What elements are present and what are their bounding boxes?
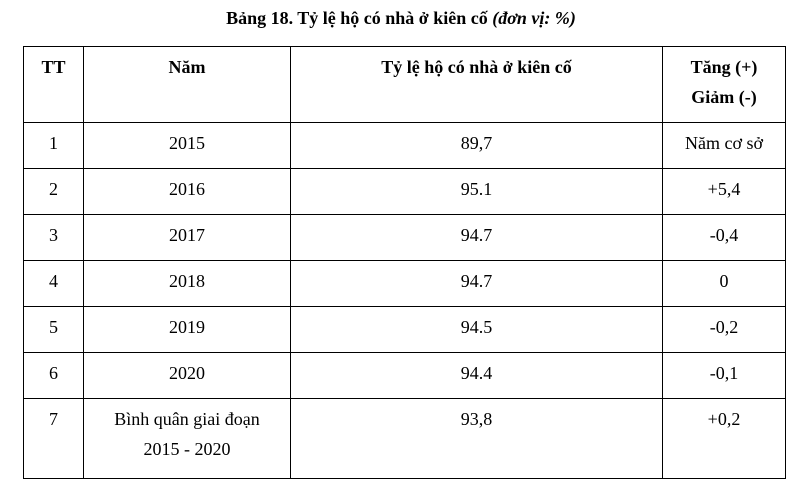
table-cell: +0,2 bbox=[662, 398, 786, 479]
header-cell: TT bbox=[23, 46, 84, 123]
table-cell: 7 bbox=[23, 398, 84, 479]
header-cell: Năm bbox=[83, 46, 291, 123]
table-cell: 94.5 bbox=[290, 306, 663, 353]
title-unit: (đơn vị: %) bbox=[492, 8, 576, 28]
table-cell: 93,8 bbox=[290, 398, 663, 479]
cell-line: 2015 - 2020 bbox=[143, 439, 231, 459]
table-title: Bảng 18. Tỷ lệ hộ có nhà ở kiên cố (đơn … bbox=[0, 8, 802, 29]
table-cell: -0,1 bbox=[662, 352, 786, 399]
table-cell: 2020 bbox=[83, 352, 291, 399]
header-cell: Tỷ lệ hộ có nhà ở kiên cố bbox=[290, 46, 663, 123]
table-cell: 1 bbox=[23, 122, 84, 169]
cell-line: Giảm (-) bbox=[691, 87, 757, 107]
table-cell: 0 bbox=[662, 260, 786, 307]
table-row: 7 Bình quân giai đoạn 2015 - 2020 93,8 +0,2 bbox=[23, 398, 786, 479]
table-cell: 6 bbox=[23, 352, 84, 399]
table-cell: 2019 bbox=[83, 306, 291, 353]
table-cell: 94.4 bbox=[290, 352, 663, 399]
table-cell: 4 bbox=[23, 260, 84, 307]
table-cell: 2017 bbox=[83, 214, 291, 261]
table-cell: 2 bbox=[23, 168, 84, 215]
table-cell: 2018 bbox=[83, 260, 291, 307]
table-cell: 3 bbox=[23, 214, 84, 261]
data-table: TT Năm Tỷ lệ hộ có nhà ở kiên cố Tăng (+) Gi… bbox=[23, 46, 786, 479]
table-cell: 2015 bbox=[83, 122, 291, 169]
table-body: 1 2015 89,7 Năm cơ sở 2 2016 95.1 +5,4 3 2017 94.7… bbox=[23, 122, 786, 479]
header-cell: Tăng (+) Giảm (-) bbox=[662, 46, 786, 123]
header-row: TT Năm Tỷ lệ hộ có nhà ở kiên cố Tăng (+) Gi… bbox=[23, 46, 786, 123]
table-row: 4 2018 94.7 0 bbox=[23, 260, 786, 307]
table-cell: 94.7 bbox=[290, 260, 663, 307]
table-row: 5 2019 94.5 -0,2 bbox=[23, 306, 786, 353]
table-cell: 2016 bbox=[83, 168, 291, 215]
cell-line: Tăng (+) bbox=[690, 57, 758, 77]
table-cell: 95.1 bbox=[290, 168, 663, 215]
table-cell: +5,4 bbox=[662, 168, 786, 215]
table-cell: -0,2 bbox=[662, 306, 786, 353]
table-cell: 94.7 bbox=[290, 214, 663, 261]
table-cell: 89,7 bbox=[290, 122, 663, 169]
table-row: 1 2015 89,7 Năm cơ sở bbox=[23, 122, 786, 169]
table-row: 3 2017 94.7 -0,4 bbox=[23, 214, 786, 261]
title-main: Bảng 18. Tỷ lệ hộ có nhà ở kiên cố bbox=[226, 8, 488, 28]
table-cell: 5 bbox=[23, 306, 84, 353]
table-cell: -0,4 bbox=[662, 214, 786, 261]
cell-line: Bình quân giai đoạn bbox=[114, 409, 260, 429]
table-row: 2 2016 95.1 +5,4 bbox=[23, 168, 786, 215]
table-row: 6 2020 94.4 -0,1 bbox=[23, 352, 786, 399]
table-cell: Năm cơ sở bbox=[662, 122, 786, 169]
table-cell: Bình quân giai đoạn 2015 - 2020 bbox=[83, 398, 291, 479]
